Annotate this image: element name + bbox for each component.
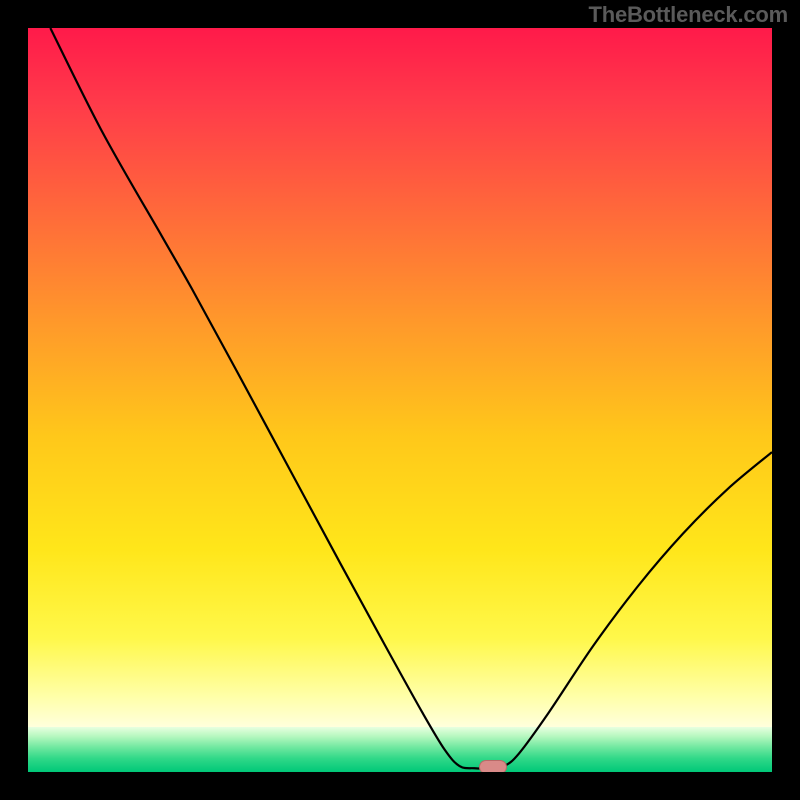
watermark-text: TheBottleneck.com	[588, 2, 788, 28]
plot-area	[28, 28, 772, 772]
bottleneck-curve	[28, 28, 772, 772]
chart-frame: TheBottleneck.com	[0, 0, 800, 800]
optimal-point-marker	[479, 760, 507, 774]
curve-path	[50, 28, 772, 769]
